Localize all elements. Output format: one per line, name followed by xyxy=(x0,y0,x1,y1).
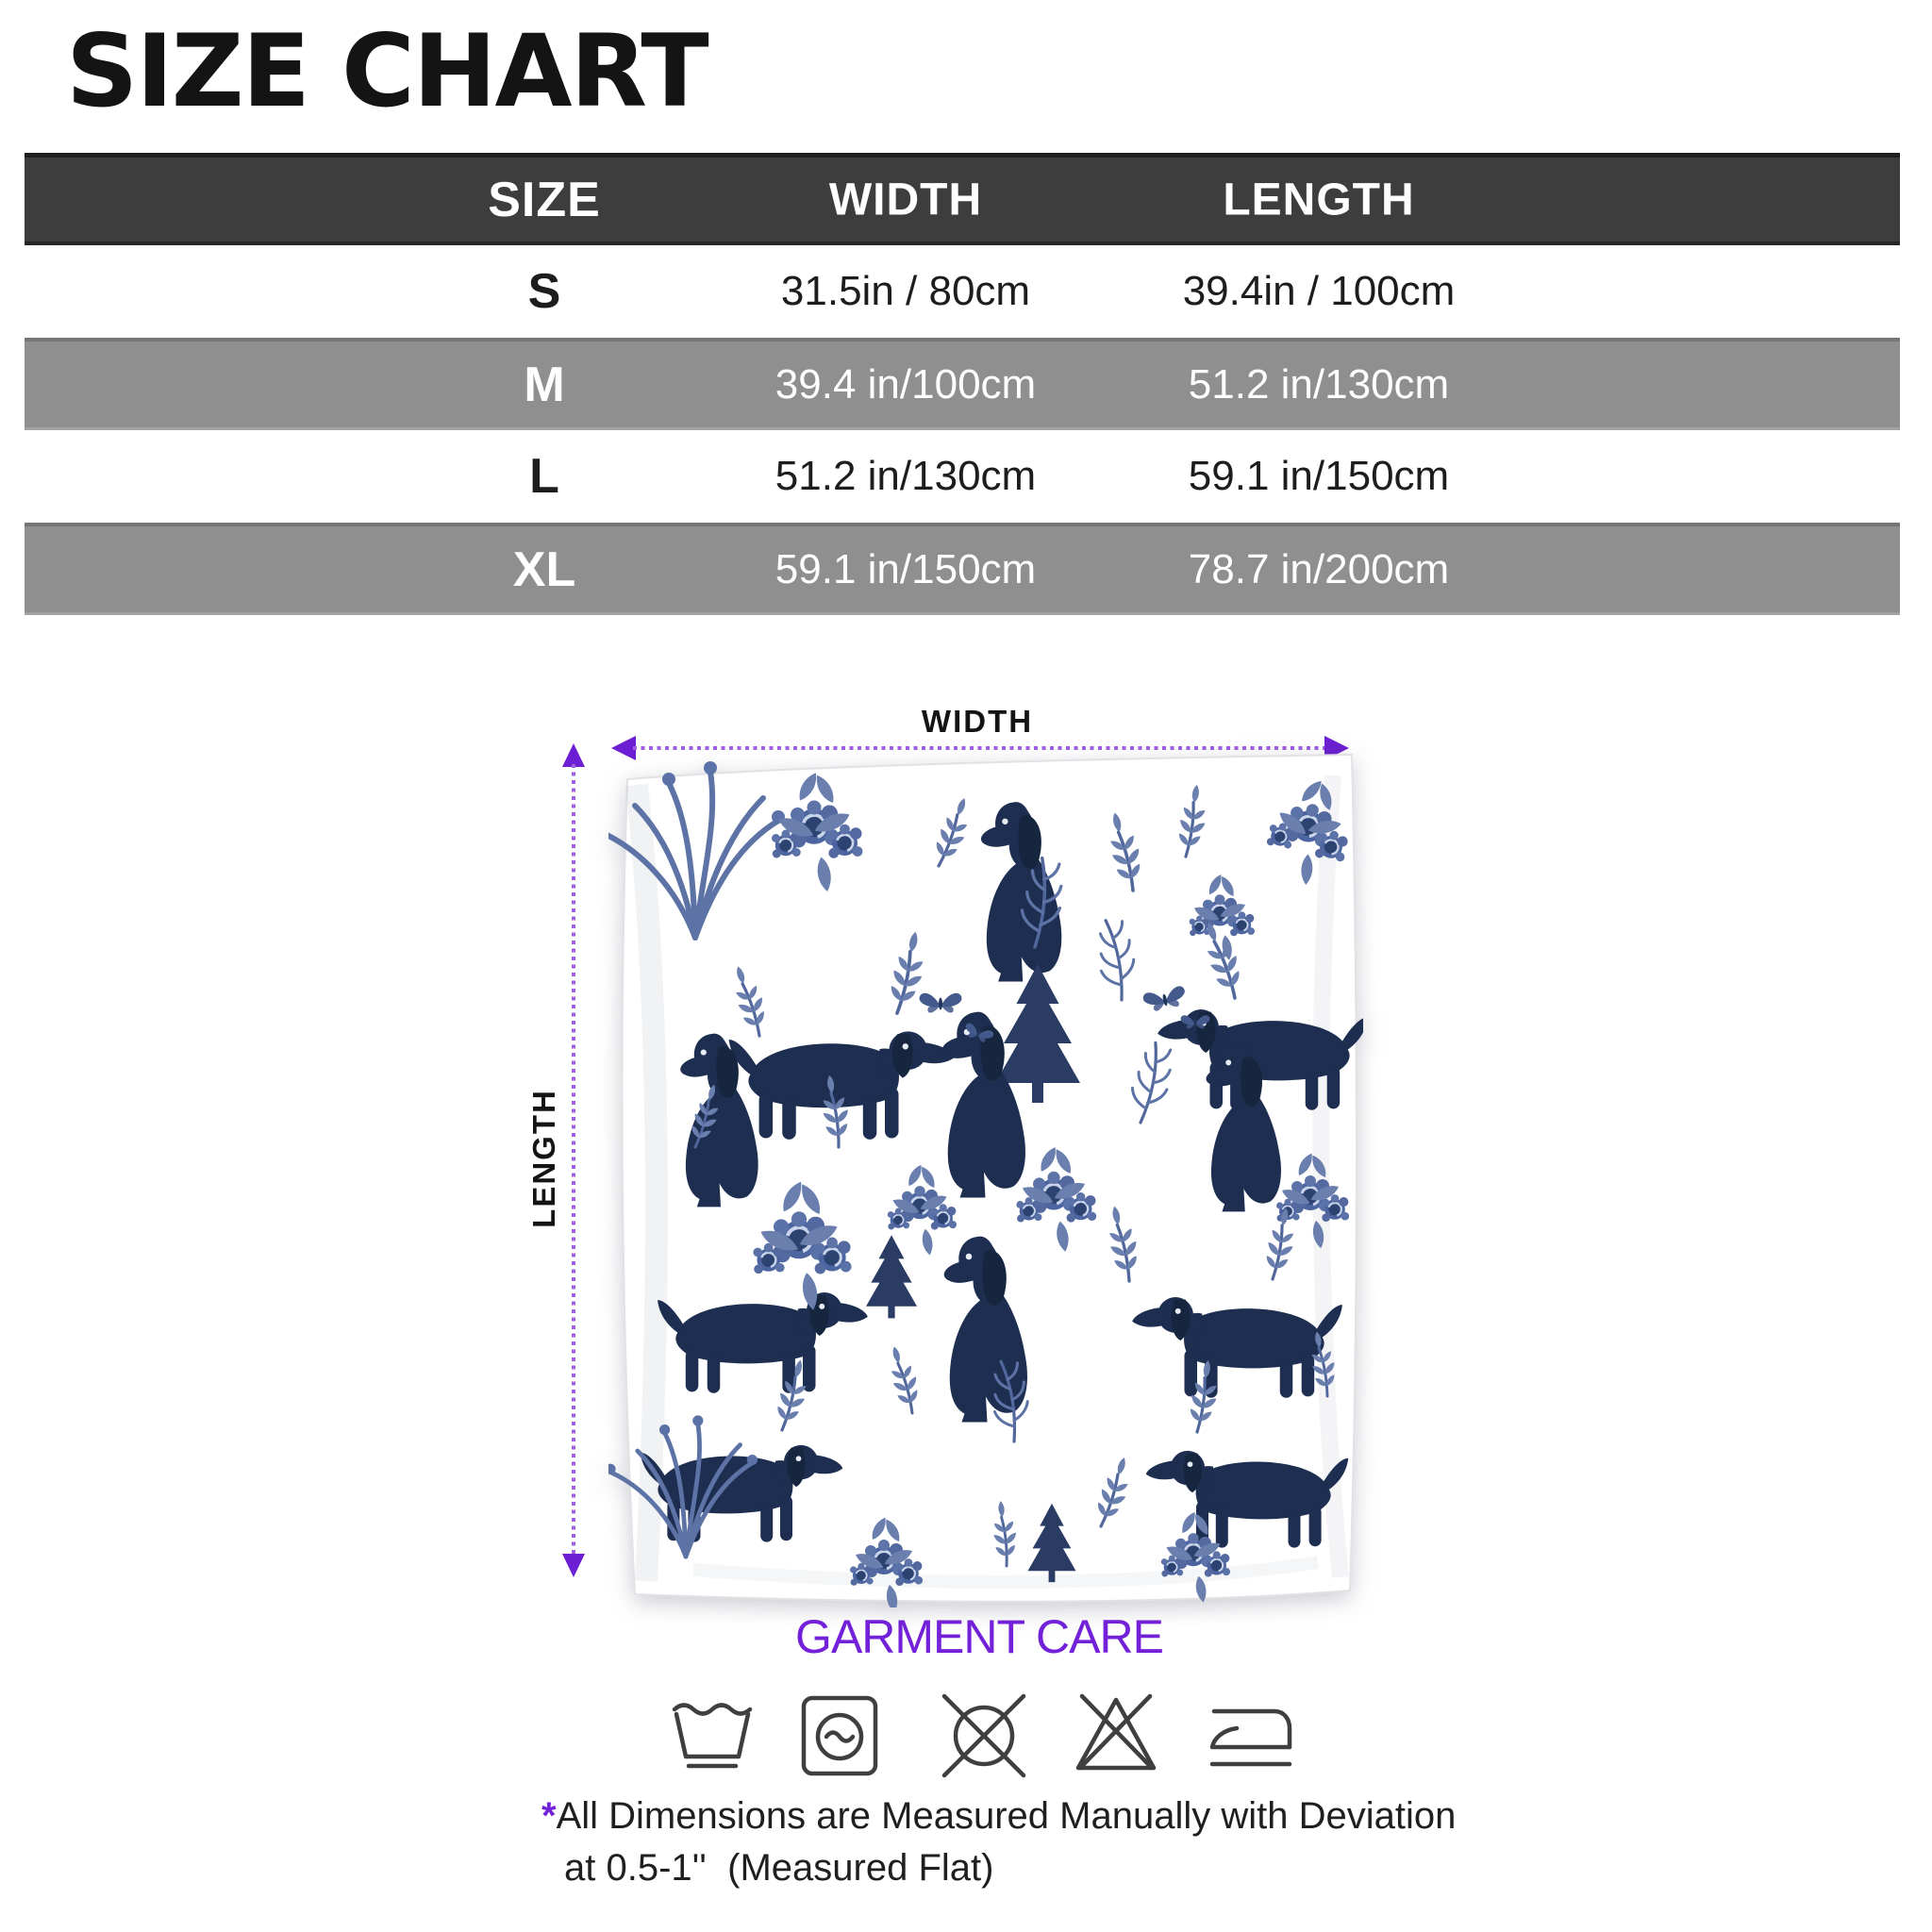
measurement-disclaimer: *All Dimensions are Measured Manually wi… xyxy=(541,1790,1456,1894)
length-value: 39.4in / 100cm xyxy=(1182,268,1456,314)
size-table: SIZE WIDTH LENGTH S 31.5in / 80cm 39.4in… xyxy=(25,153,1900,615)
arrowhead-up-icon xyxy=(562,743,585,767)
length-value: 51.2 in/130cm xyxy=(1188,360,1450,408)
asterisk: * xyxy=(541,1795,557,1837)
length-dimension-label: LENGTH xyxy=(526,1089,561,1228)
width-value: 51.2 in/130cm xyxy=(774,453,1037,499)
do-not-bleach-icon xyxy=(1075,1693,1157,1771)
size-value: M xyxy=(524,357,565,412)
care-icons-row xyxy=(672,1693,1292,1778)
wash-gentle-icon xyxy=(672,1703,753,1769)
size-table-header: SIZE WIDTH LENGTH xyxy=(25,153,1900,245)
size-value: L xyxy=(529,449,559,504)
iron-icon xyxy=(1209,1708,1292,1767)
table-row-s: S 31.5in / 80cm 39.4in / 100cm xyxy=(25,245,1900,338)
table-row-m: M 39.4 in/100cm 51.2 in/130cm xyxy=(25,338,1900,430)
arrowhead-left-icon xyxy=(611,736,636,760)
length-value: 78.7 in/200cm xyxy=(1188,545,1450,592)
table-row-xl: XL 59.1 in/150cm 78.7 in/200cm xyxy=(25,523,1900,615)
do-not-dry-clean-icon xyxy=(941,1693,1026,1778)
header-width: WIDTH xyxy=(828,175,983,225)
table-row-l: L 51.2 in/130cm 59.1 in/150cm xyxy=(25,430,1900,523)
width-value: 39.4 in/100cm xyxy=(774,360,1037,408)
width-value: 59.1 in/150cm xyxy=(774,545,1037,592)
garment-care-title: GARMENT CARE xyxy=(795,1610,1164,1663)
size-value: XL xyxy=(512,541,576,597)
disclaimer-line-1: *All Dimensions are Measured Manually wi… xyxy=(541,1795,1457,1837)
length-arrow xyxy=(562,743,585,1577)
disclaimer-line-2: at 0.5-1'' (Measured Flat) xyxy=(564,1847,994,1890)
header-length: LENGTH xyxy=(1223,175,1415,225)
header-size: SIZE xyxy=(488,172,601,227)
blanket-product-image xyxy=(608,753,1363,1607)
dotted-line xyxy=(633,746,1327,750)
length-value: 59.1 in/150cm xyxy=(1188,453,1450,499)
width-dimension-label: WIDTH xyxy=(921,704,1034,739)
dotted-line xyxy=(572,764,575,1557)
page-title: SIZE CHART xyxy=(66,13,709,129)
machine-wash-icon xyxy=(801,1695,878,1776)
width-value: 31.5in / 80cm xyxy=(780,268,1031,314)
arrowhead-down-icon xyxy=(562,1554,585,1577)
size-value: S xyxy=(527,264,561,319)
